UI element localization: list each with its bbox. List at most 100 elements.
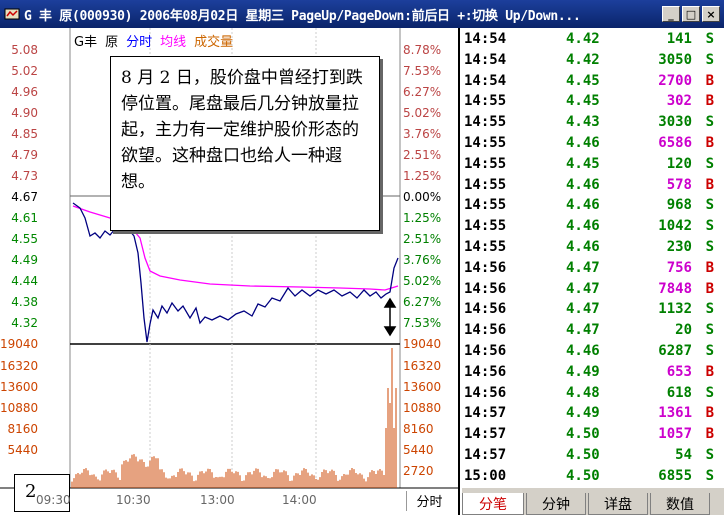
tick-tabs: 分笔 分钟 详盘 数值: [462, 488, 724, 515]
price-tick: 4.85: [11, 127, 38, 141]
tick-volume: 618: [666, 384, 692, 401]
tab-fenbi[interactable]: 分笔: [462, 493, 524, 515]
volume-tick: 2720: [403, 464, 434, 478]
tick-time: 15:00: [464, 467, 507, 484]
tick-side: B: [705, 135, 714, 151]
tick-volume: 230: [666, 239, 692, 255]
tick-side: S: [705, 51, 714, 68]
tick-time: 14:55: [464, 114, 507, 131]
tick-time: 14:56: [464, 363, 507, 380]
tick-row: 14:56 4.47 7848 B: [462, 279, 724, 300]
tick-row: 14:54 4.42 3050 S: [462, 50, 724, 71]
tick-side: S: [705, 343, 714, 359]
minimize-button[interactable]: _: [662, 6, 680, 22]
tick-row: 14:54 4.45 2700 B: [462, 71, 724, 92]
tick-side: S: [705, 31, 714, 47]
tick-side: B: [705, 72, 714, 89]
tick-row: 14:55 4.45 120 S: [462, 154, 724, 175]
pct-tick: 1.25%: [403, 211, 442, 225]
volume-tick: 10880: [403, 401, 442, 415]
legend-stock-name: G丰: [74, 35, 98, 50]
tick-volume: 6855: [658, 467, 692, 484]
tick-time: 14:55: [464, 155, 507, 172]
pct-tick: 7.53%: [403, 316, 442, 330]
tick-side: S: [705, 239, 714, 255]
tick-price: 4.47: [566, 322, 600, 339]
fenshi-toggle[interactable]: 分时: [406, 491, 452, 511]
time-tick: 09:30: [36, 493, 71, 507]
volume-bars: [71, 348, 397, 488]
tick-volume: 653: [666, 363, 692, 380]
tick-price: 4.45: [566, 93, 600, 110]
tick-price: 4.49: [566, 363, 600, 380]
tick-side: B: [705, 426, 714, 443]
pct-tick: 7.53%: [403, 64, 442, 78]
tick-row: 14:55 4.46 968 S: [462, 195, 724, 216]
tick-price: 4.42: [566, 51, 600, 68]
tick-row: 14:55 4.46 6586 B: [462, 133, 724, 154]
tick-volume: 7848: [658, 280, 692, 297]
tick-time: 14:55: [464, 176, 507, 193]
tick-volume: 6586: [658, 135, 692, 151]
tick-side: B: [705, 405, 714, 422]
price-tick: 4.55: [11, 232, 38, 246]
volume-tick: 8160: [7, 422, 38, 436]
pct-tick: 1.25%: [403, 169, 442, 183]
price-tick: 4.61: [11, 211, 38, 225]
pct-tick: 2.51%: [403, 148, 442, 162]
price-tick: 5.02: [11, 64, 38, 78]
tick-side: S: [705, 467, 714, 484]
tick-row: 14:57 4.49 1361 B: [462, 403, 724, 424]
price-tick: 4.49: [11, 253, 38, 267]
tick-time: 14:55: [464, 197, 507, 214]
chart-canvas: [0, 28, 460, 489]
tick-side: S: [705, 384, 714, 401]
annotation-callout: 8 月 2 日，股价盘中曾经打到跌停位置。尾盘最后几分钟放量拉起，主力有一定维护…: [110, 56, 380, 231]
tick-row: 14:55 4.45 302 B: [462, 91, 724, 112]
pct-tick: 6.27%: [403, 295, 442, 309]
tick-time: 14:56: [464, 322, 507, 339]
tick-row: 14:54 4.42 141 S: [462, 29, 724, 50]
volume-tick: 13600: [0, 380, 39, 394]
tick-time: 14:56: [464, 384, 507, 401]
volume-tick: 5440: [7, 443, 38, 457]
intraday-chart[interactable]: G丰 原 分时 均线 成交量 5.08 5.02 4.96 4.90 4.85 …: [0, 28, 460, 515]
tick-list[interactable]: 14:54 4.42 141 S 14:54 4.42 3050 S 14:54 4.45 2700…: [462, 28, 724, 488]
tick-time: 14:54: [464, 51, 507, 68]
tick-price: 4.50: [566, 447, 600, 463]
legend-avg: 均线: [160, 35, 187, 50]
close-button[interactable]: ×: [702, 6, 720, 22]
time-tick: 10:30: [116, 493, 151, 507]
tick-time: 14:55: [464, 239, 507, 255]
tab-fenzhong[interactable]: 分钟: [526, 493, 586, 515]
tick-price: 4.46: [566, 239, 600, 255]
tick-volume: 20: [675, 322, 692, 339]
tick-price: 4.45: [566, 72, 600, 89]
tick-volume: 968: [666, 197, 692, 214]
tick-row: 14:56 4.47 1132 S: [462, 299, 724, 320]
tick-time: 14:57: [464, 426, 507, 443]
price-tick: 5.08: [11, 43, 38, 57]
tick-time: 14:55: [464, 93, 507, 110]
figure-number: 2: [14, 474, 70, 512]
volume-tick: 10880: [0, 401, 39, 415]
pct-tick: 0.00%: [403, 190, 442, 204]
tick-volume: 120: [666, 155, 692, 172]
tick-price: 4.43: [566, 114, 600, 131]
tab-shuzhi[interactable]: 数值: [650, 493, 710, 515]
tab-xiangpan[interactable]: 详盘: [588, 493, 648, 515]
tick-time: 14:54: [464, 31, 507, 47]
chart-legend: G丰 原 分时 均线 成交量: [74, 31, 233, 50]
tick-row: 14:55 4.43 3030 S: [462, 112, 724, 133]
tick-volume: 1042: [658, 218, 692, 235]
tick-side: B: [705, 363, 714, 380]
tick-side: S: [705, 447, 714, 463]
price-tick: 4.38: [11, 295, 38, 309]
price-tick: 4.90: [11, 106, 38, 120]
tick-price: 4.47: [566, 301, 600, 318]
tick-price: 4.42: [566, 31, 600, 47]
pct-tick: 5.02%: [403, 274, 442, 288]
legend-volume: 成交量: [194, 35, 234, 50]
maximize-button[interactable]: □: [682, 6, 700, 22]
volume-tick: 13600: [403, 380, 442, 394]
